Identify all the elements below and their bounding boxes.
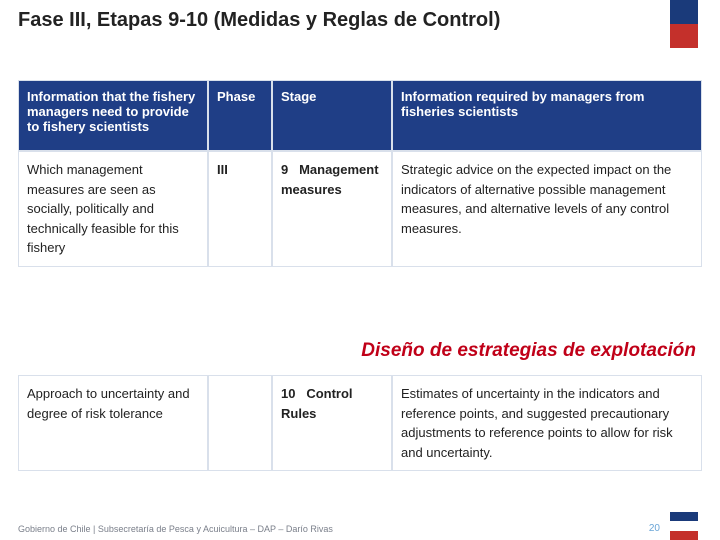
- table-header-row: Information that the fishery managers ne…: [18, 80, 702, 151]
- cell-phase: [208, 375, 272, 471]
- chile-flag-accent-top: [670, 0, 698, 48]
- col-header-info-from-scientists: Information required by managers from fi…: [392, 80, 702, 151]
- stage-number: 10: [281, 386, 295, 401]
- cell-phase: III: [208, 151, 272, 267]
- footer-text: Gobierno de Chile | Subsecretaría de Pes…: [18, 524, 333, 534]
- chile-flag-accent-bottom: [670, 512, 698, 540]
- table-row: Which management measures are seen as so…: [18, 151, 702, 267]
- stage-number: 9: [281, 162, 288, 177]
- cell-info-required: Strategic advice on the expected impact …: [392, 151, 702, 267]
- stage-label: Management measures: [281, 162, 379, 197]
- cell-info-provided: Which management measures are seen as so…: [18, 151, 208, 267]
- col-header-phase: Phase: [208, 80, 272, 151]
- cell-stage: 10 Control Rules: [272, 375, 392, 471]
- cell-info-provided: Approach to uncertainty and degree of ri…: [18, 375, 208, 471]
- stages-table-9: Information that the fishery managers ne…: [18, 80, 702, 267]
- page-number: 20: [649, 523, 660, 534]
- slide-title: Fase III, Etapas 9-10 (Medidas y Reglas …: [18, 8, 638, 33]
- cell-stage: 9 Management measures: [272, 151, 392, 267]
- table-row: Approach to uncertainty and degree of ri…: [18, 375, 702, 471]
- section-subtitle: Diseño de estrategias de explotación: [18, 340, 702, 362]
- stages-table-10: Approach to uncertainty and degree of ri…: [18, 375, 702, 471]
- col-header-info-to-scientists: Information that the fishery managers ne…: [18, 80, 208, 151]
- cell-info-required: Estimates of uncertainty in the indicato…: [392, 375, 702, 471]
- col-header-stage: Stage: [272, 80, 392, 151]
